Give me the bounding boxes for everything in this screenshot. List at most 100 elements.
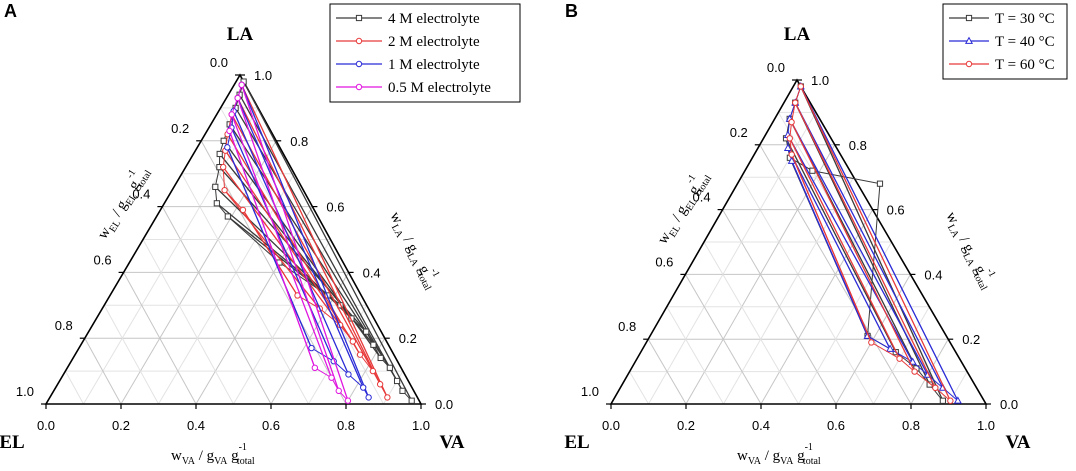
legend: 4 M electrolyte 2 M electrolyte 1 M electr… <box>329 3 521 103</box>
tick-label-right: 0.6 <box>887 203 905 218</box>
data-point <box>947 397 954 404</box>
gridline <box>648 112 817 405</box>
tie-line <box>794 102 936 389</box>
data-point <box>344 397 352 404</box>
legend-label: 2 M electrolyte <box>388 34 480 50</box>
data-point <box>360 384 367 391</box>
data-point <box>911 368 918 375</box>
tick-label-right: 0.6 <box>326 200 344 215</box>
tick-label-left: 0.6 <box>655 254 673 269</box>
tick-label-right: 0.0 <box>1000 397 1018 412</box>
data-point <box>311 364 319 372</box>
tie-line <box>230 127 335 362</box>
panel-b: 0.0 0.0 0.0 0.2 0.2 0.2 0.4 0.4 0.4 0.6 0.6 0.6 0.8 0… <box>564 1 1068 467</box>
tick-label-right: 0.8 <box>849 138 867 153</box>
legend: T = 30 °C T = 40 °C T = 60 °C <box>942 3 1068 80</box>
tick-label-left: 0.2 <box>730 125 748 140</box>
data-point <box>228 111 235 118</box>
gridline <box>158 173 295 405</box>
data-point <box>345 371 352 378</box>
data-point <box>953 396 962 404</box>
data-point <box>349 338 357 345</box>
tick-label-bottom: 1.0 <box>412 418 430 433</box>
data-point <box>876 180 884 187</box>
series-3 <box>226 81 352 404</box>
tie-line <box>231 114 333 378</box>
gridline <box>798 241 892 405</box>
tick-label-bottom: 0.8 <box>337 418 355 433</box>
legend-marker <box>965 60 973 68</box>
axis-label-va: wVA / gVA g-1 total <box>737 442 821 467</box>
tick-label-right: 0.2 <box>962 332 980 347</box>
gridline <box>666 306 724 405</box>
data-point <box>224 213 231 220</box>
tie-line <box>800 86 944 402</box>
tick-label-right: 0.0 <box>435 397 453 412</box>
ticks: 0.0 0.0 0.0 0.2 0.2 0.2 0.4 0.4 0.4 0.6 0.6 0.6 0.8 0… <box>16 55 453 433</box>
data-point <box>219 163 227 171</box>
binodal-curve <box>222 84 388 398</box>
ternary-frame <box>609 78 988 405</box>
data-point <box>908 357 917 365</box>
tick-label-bottom: 0.2 <box>112 418 130 433</box>
panel-letter: A <box>4 1 17 21</box>
legend-marker <box>355 60 363 68</box>
tie-line <box>241 84 388 398</box>
panel-letter: B <box>565 1 578 21</box>
legend-marker <box>355 14 363 22</box>
data-point <box>792 99 799 106</box>
data-point <box>213 200 220 207</box>
data-point <box>926 381 933 388</box>
tick-label-bottom: 0.6 <box>827 418 845 433</box>
tie-line <box>789 138 901 359</box>
data-point <box>239 206 247 214</box>
legend-label: 0.5 M electrolyte <box>388 80 491 96</box>
vertex-label-va: VA <box>1006 432 1031 453</box>
gridline <box>181 173 309 405</box>
data-point <box>786 135 793 142</box>
tick-label-bottom: 0.8 <box>902 418 920 433</box>
data-point <box>783 143 792 151</box>
tick-label-left: 0.8 <box>55 318 73 333</box>
data-point <box>370 341 377 348</box>
tick-label-left: 0.0 <box>210 55 228 70</box>
legend-label: 1 M electrolyte <box>388 57 480 73</box>
tick-label-right: 0.2 <box>399 331 417 346</box>
data-point <box>399 387 406 394</box>
binodal-curve <box>789 86 951 402</box>
data-point <box>335 387 342 395</box>
data-point <box>408 397 415 404</box>
gridline <box>629 371 649 405</box>
data-point <box>363 328 370 335</box>
ternary-frame <box>44 73 423 405</box>
gridline <box>142 239 234 405</box>
gridline <box>84 337 122 405</box>
series-2 <box>224 81 372 401</box>
tick-label-left: 0.0 <box>767 60 785 75</box>
tick-label-right: 1.0 <box>254 68 272 83</box>
data-point <box>787 156 796 164</box>
tick-label-left: 1.0 <box>581 384 599 399</box>
data-point <box>384 394 391 401</box>
gridline <box>64 370 84 405</box>
axis-label-la: wLA / gLA g-1total <box>384 207 446 293</box>
vertex-label-la: LA <box>227 24 254 45</box>
data-point <box>788 151 795 158</box>
series-1 <box>783 82 962 404</box>
tick-label-bottom: 0.0 <box>602 418 620 433</box>
legend-marker <box>965 14 973 22</box>
tick-label-left: 0.6 <box>94 252 112 267</box>
data-point <box>212 183 219 190</box>
vertex-label-la: LA <box>784 24 811 45</box>
tick-label-left: 0.8 <box>618 319 636 334</box>
data-point <box>932 384 939 391</box>
vertex-label-el: EL <box>564 432 589 453</box>
legend-label: 4 M electrolyte <box>388 11 480 27</box>
vertex-label-el: EL <box>0 432 25 453</box>
tie-line <box>790 121 916 372</box>
tick-label-right: 1.0 <box>811 73 829 88</box>
data-point <box>216 150 223 158</box>
data-point <box>376 381 384 388</box>
data-point <box>328 374 335 381</box>
